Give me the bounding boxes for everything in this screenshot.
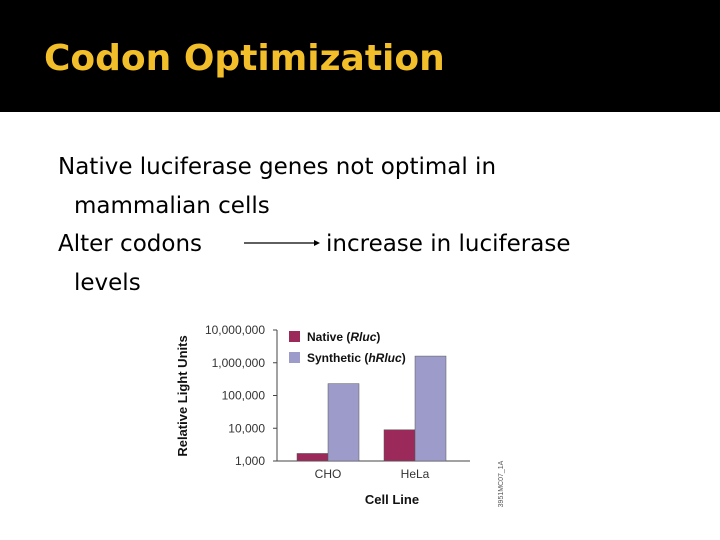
- legend-swatch-native: [289, 331, 300, 342]
- bullet-2-line-2: levels: [74, 270, 141, 296]
- y-tick-label: 10,000,000: [205, 323, 265, 337]
- y-tick-label: 1,000,000: [212, 356, 266, 370]
- slide-title: Codon Optimization: [44, 38, 445, 79]
- title-bar: [0, 0, 720, 112]
- legend-label-synthetic: Synthetic (hRluc): [307, 351, 406, 365]
- chart: 1,000 10,000 100,000 1,000,000 10,000,000 CHO…: [175, 323, 505, 507]
- bullet-1-line-2: mammalian cells: [74, 193, 270, 219]
- y-tick-label: 10,000: [228, 421, 265, 435]
- y-axis-title: Relative Light Units: [175, 335, 190, 456]
- bar-hela-native: [383, 429, 416, 462]
- figure-code: 3951MC07_1A: [498, 460, 505, 507]
- right-arrow-icon: [244, 240, 320, 246]
- bullet-1-line-1: Native luciferase genes not optimal in: [58, 152, 496, 183]
- bullet-2-text-start: Alter codons: [58, 231, 203, 257]
- bar-hela-synthetic: [414, 355, 447, 462]
- y-tick-label: 1,000: [235, 454, 265, 468]
- bar-cho-synthetic: [327, 383, 360, 462]
- y-tick-label: 100,000: [222, 389, 266, 403]
- legend-label-native: Native (Rluc): [307, 330, 380, 344]
- bullet-2-text-end: increase in luciferase: [326, 231, 571, 257]
- bar-cho-native: [296, 453, 329, 462]
- legend-swatch-synthetic: [289, 352, 300, 363]
- bullet-1-text: Native luciferase genes not optimal in: [58, 154, 497, 180]
- x-tick-label: HeLa: [401, 467, 430, 481]
- x-axis-title: Cell Line: [365, 492, 419, 507]
- bullet-2-line-1: Alter codons: [58, 229, 202, 260]
- x-tick-label: CHO: [315, 467, 342, 481]
